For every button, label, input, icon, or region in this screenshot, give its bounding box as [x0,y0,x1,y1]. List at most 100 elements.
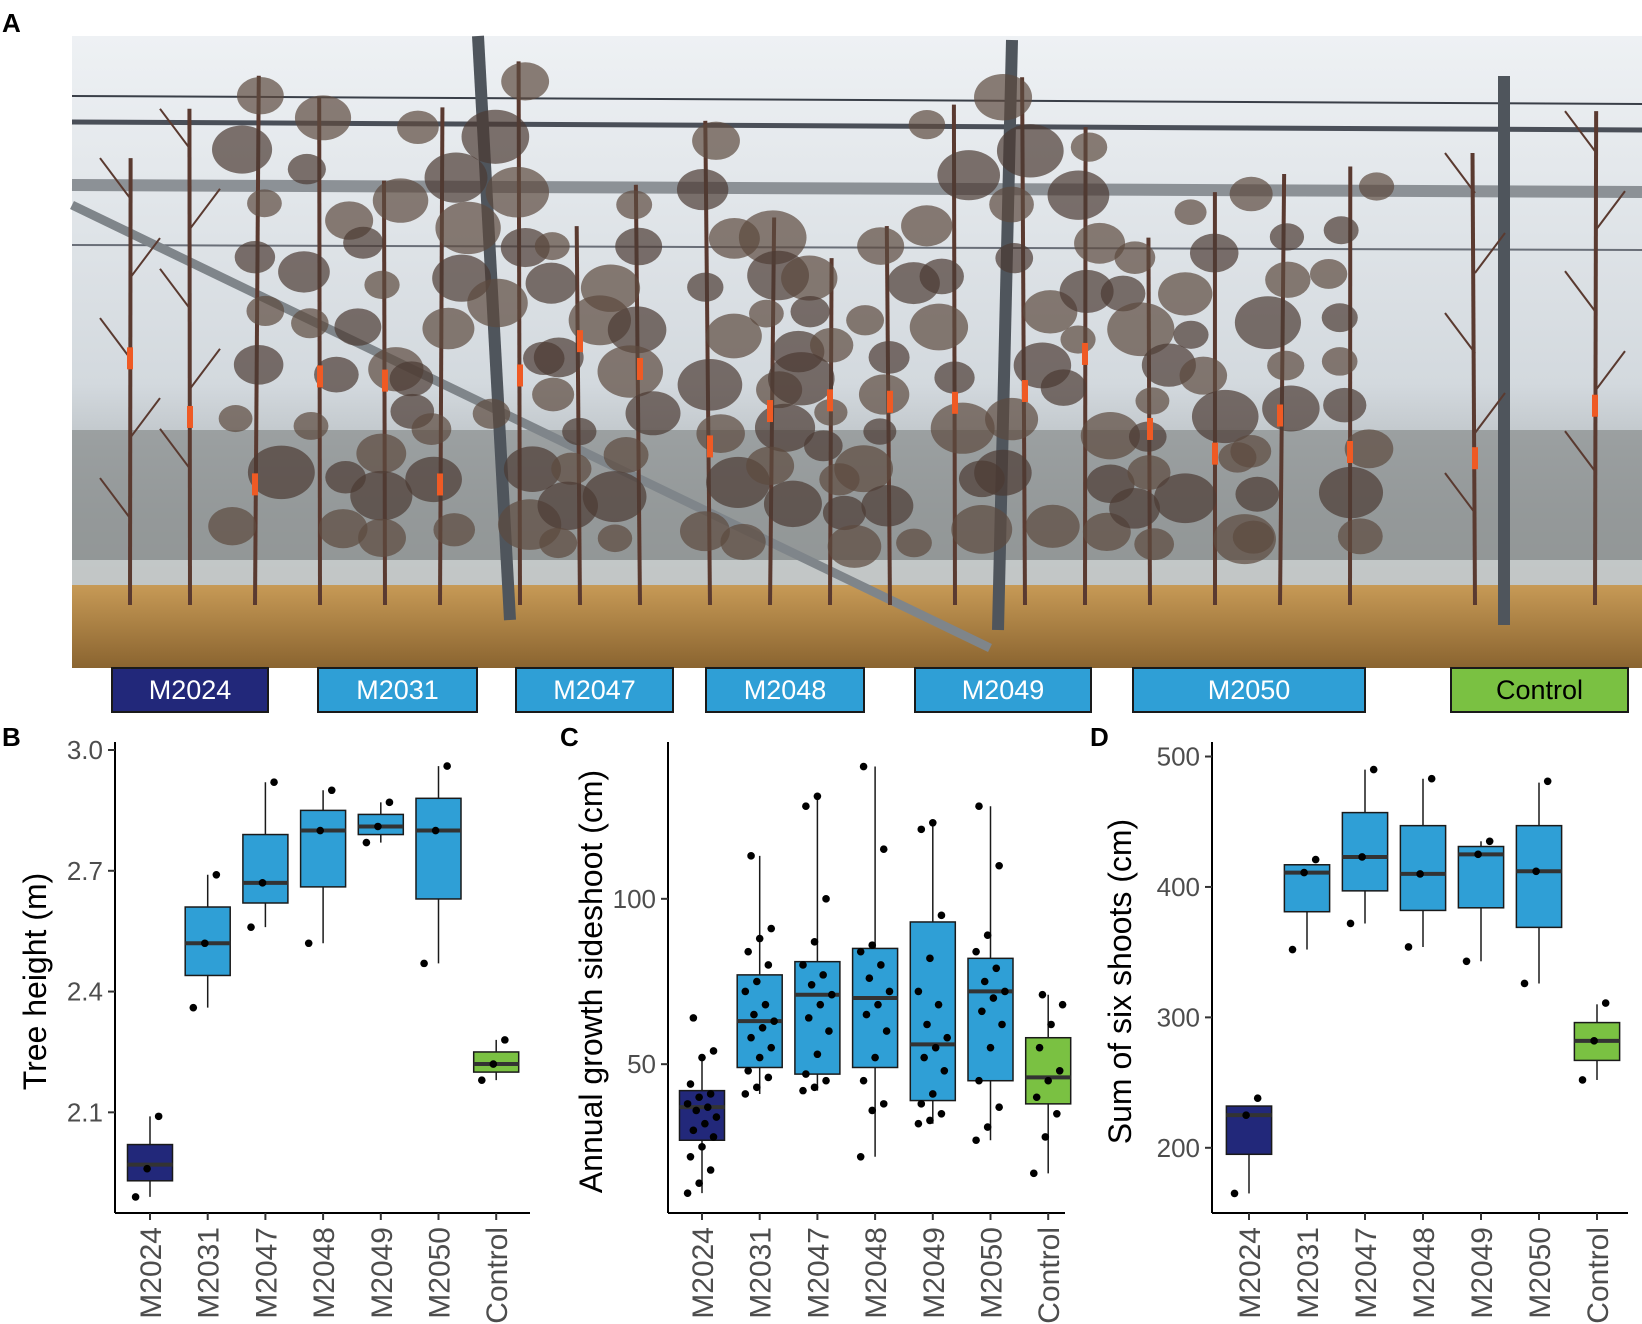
tree [1564,110,1626,606]
data-point [917,1100,926,1108]
data-point [1532,867,1540,876]
data-point [926,1116,934,1125]
genotype-label-box-control [1450,667,1629,713]
x-tick-label: M2047 [250,1227,283,1319]
tree-foliage [411,413,452,446]
data-point [443,762,451,770]
data-point [764,961,773,969]
panel-letter-b: B [2,722,21,752]
data-point [154,1112,163,1121]
tree-foliage [857,227,905,265]
tree-foliage [1040,369,1087,406]
data-point [986,1043,995,1052]
data-point [920,1053,928,1062]
tree-foliage [1047,170,1110,220]
data-point [929,1090,937,1098]
tree-foliage [706,313,762,359]
tree-tag [517,364,523,387]
data-point [929,818,937,827]
data-point [477,1076,486,1084]
data-point [859,1076,868,1085]
data-point [995,1103,1003,1111]
data-point [937,1109,946,1118]
tree-foliage [763,480,822,528]
data-point [989,994,998,1002]
tree-trunk [574,226,582,606]
tree-tag [1082,342,1088,365]
data-point [1029,1169,1038,1178]
data-point [747,1033,755,1042]
frame-rail-2 [71,179,1642,198]
chart-sum-six-shoots: Sum of six shoots (cm) 200 300 400 500 M2024 M… [1102,742,1628,1324]
data-point [761,1000,770,1009]
data-point [1253,1094,1262,1103]
tree-foliage [1323,387,1367,423]
data-point [703,1103,712,1111]
tree [1229,174,1320,606]
box-group-control [472,1036,520,1084]
tree-foliage [1025,504,1080,548]
tree-branch [1594,190,1626,232]
data-point [1369,765,1378,774]
tree-foliage [749,299,784,328]
box-group-m2024 [678,1014,726,1197]
data-point [1462,957,1471,966]
tree-foliage [625,391,681,436]
x-tick-label: M2048 [308,1227,341,1319]
tree-foliage [951,505,1013,554]
tree-foliage [461,109,530,164]
data-point [856,947,865,956]
data-point [972,1136,980,1145]
x-tick-label: M2050 [1524,1227,1557,1319]
tree [525,226,632,606]
box [1399,824,1447,912]
data-point [1590,1037,1598,1045]
tree-foliage [532,377,575,412]
tree-foliage [1337,518,1383,555]
box-group-control [1024,990,1072,1178]
box-group-m2024 [126,1112,174,1201]
genotype-label-box-m2048 [705,667,865,713]
data-point [807,981,816,989]
tree-foliage [863,418,897,445]
genotype-label-control: Control [1496,675,1583,705]
tree-tag [767,400,773,423]
tree-foliage [358,518,406,557]
data-point [683,1189,692,1197]
tree [974,73,1080,606]
tree-foliage [738,210,807,265]
x-tick-label: M2048 [860,1227,893,1319]
tree-branch [1474,392,1506,434]
tree-foliage [246,295,285,327]
tree-foliage [1344,429,1394,469]
tree-branch [189,188,221,230]
data-point [489,1060,498,1068]
tree-foliage [1234,296,1302,350]
data-point [882,1027,891,1035]
tree-tag [317,365,323,388]
tree [901,104,1013,606]
tree-foliage [1235,476,1280,512]
data-point [810,938,819,946]
data-point [931,1043,940,1052]
tree-foliage [350,470,413,521]
data-point [1578,1076,1587,1084]
tree-foliage [1358,172,1395,201]
data-point [859,762,868,771]
tree-foliage [1323,216,1359,245]
data-point [683,1100,692,1108]
tree-foliage [562,417,597,446]
tree-branch [1474,232,1506,274]
box-group-m2047 [1341,765,1389,928]
box [1515,824,1563,929]
data-point [1242,1111,1250,1119]
tree-foliage [687,272,724,302]
data-point [799,961,807,969]
tree-trunk [884,226,892,606]
tree-foliage [218,405,253,433]
x-tick-label: M2049 [918,1227,951,1319]
tree-foliage [551,452,592,485]
data-point [1404,943,1413,951]
box-group-m2048 [851,762,899,1161]
x-tick-label: M2031 [193,1227,226,1319]
